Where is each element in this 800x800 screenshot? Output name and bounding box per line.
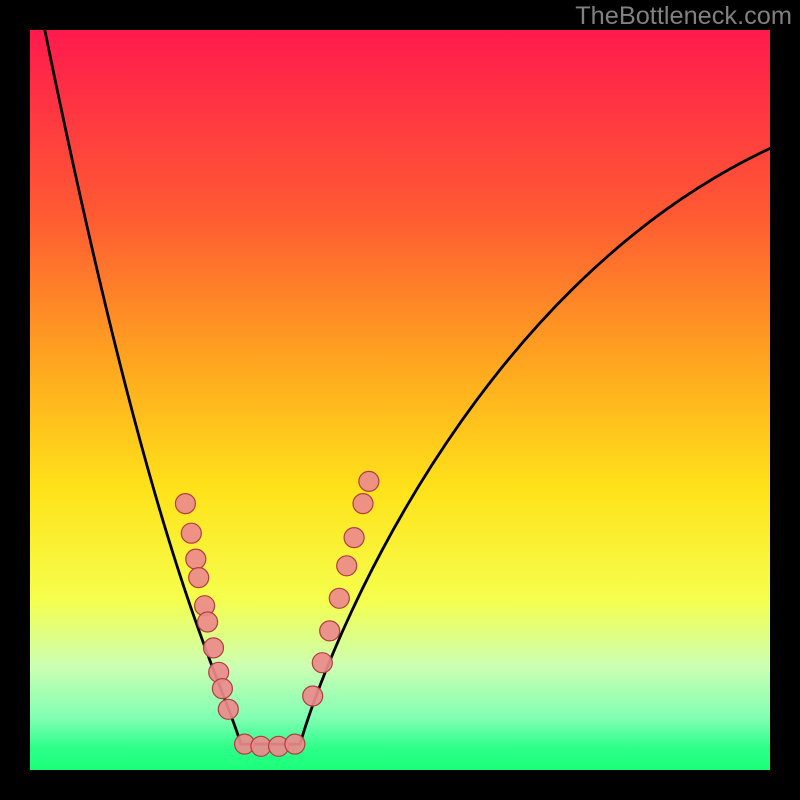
data-marker (204, 638, 224, 658)
data-marker (329, 588, 349, 608)
data-marker (251, 736, 271, 756)
data-marker (312, 653, 332, 673)
data-marker (344, 528, 364, 548)
data-marker (320, 621, 340, 641)
data-marker (198, 612, 218, 632)
data-marker (285, 734, 305, 754)
data-marker (181, 523, 201, 543)
plot-background-gradient (30, 30, 770, 770)
data-marker (353, 494, 373, 514)
data-marker (175, 494, 195, 514)
bottleneck-chart (0, 0, 800, 800)
data-marker (186, 549, 206, 569)
data-marker (212, 679, 232, 699)
data-marker (303, 686, 323, 706)
data-marker (337, 556, 357, 576)
data-marker (189, 568, 209, 588)
data-marker (218, 699, 238, 719)
data-marker (359, 471, 379, 491)
chart-root: TheBottleneck.com (0, 0, 800, 800)
